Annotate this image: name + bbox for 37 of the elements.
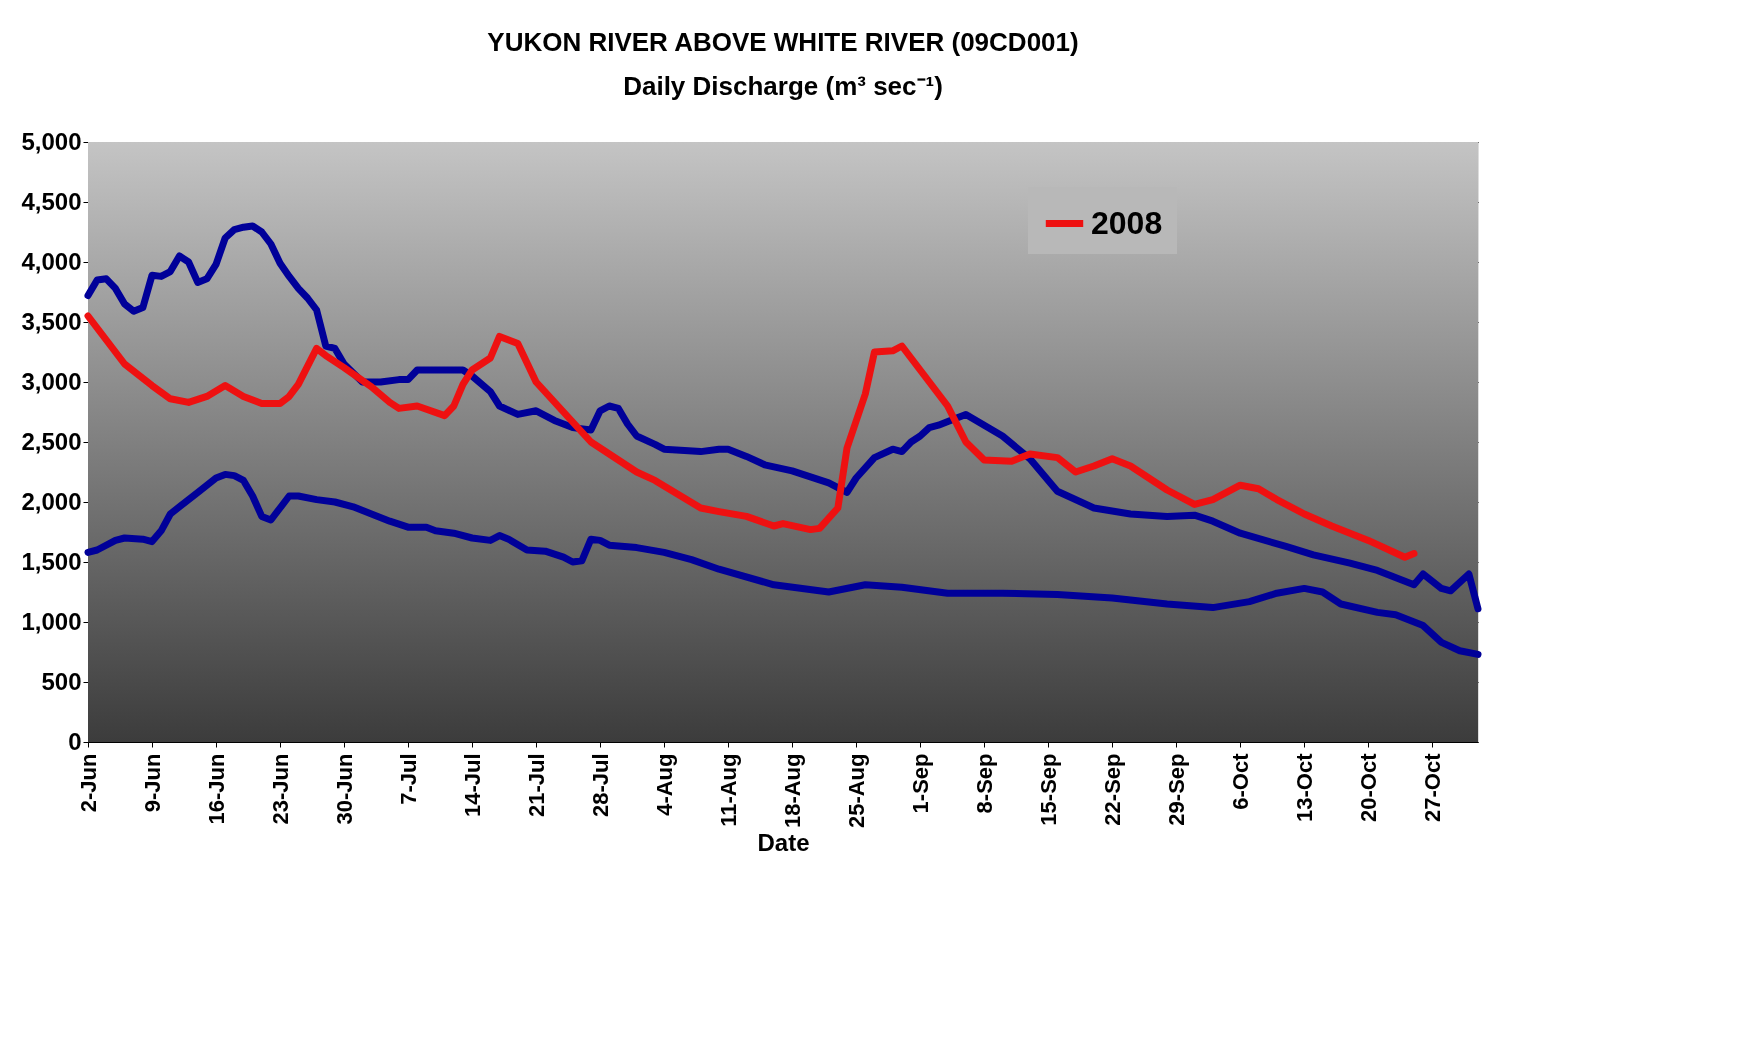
y-tick-label: 0: [68, 727, 82, 755]
x-tick-label: 29-Sep: [1163, 753, 1189, 826]
x-tick-label: 6-Oct: [1227, 752, 1253, 810]
x-axis-title: Date: [757, 829, 810, 857]
y-tick-label: 1,000: [21, 607, 82, 635]
x-tick-label: 20-Oct: [1355, 752, 1381, 822]
y-tick-label: 4,000: [21, 247, 82, 275]
x-tick-label: 28-Jul: [587, 753, 613, 818]
y-tick-label: 3,500: [21, 307, 82, 335]
y-tick-label: 5,000: [21, 127, 82, 155]
y-tick-label: 500: [41, 667, 82, 695]
x-tick-label: 14-Jul: [459, 753, 485, 818]
y-tick-label: 1,500: [21, 547, 82, 575]
x-tick-label: 8-Sep: [971, 753, 997, 814]
x-tick-label: 4-Aug: [651, 753, 677, 816]
chart-subtitle: Daily Discharge (m³ sec⁻¹): [623, 71, 943, 101]
x-tick-label: 7-Jul: [395, 753, 421, 805]
x-tick-label: 9-Jun: [139, 753, 165, 813]
x-tick-label: 22-Sep: [1099, 753, 1125, 826]
chart-title: YUKON RIVER ABOVE WHITE RIVER (09CD001): [487, 27, 1079, 57]
x-tick-label: 16-Jun: [203, 753, 229, 825]
y-tick-label: 2,000: [21, 487, 82, 515]
y-tick-label: 2,500: [21, 427, 82, 455]
legend-label: 2008: [1091, 204, 1163, 241]
x-tick-label: 2-Jun: [75, 753, 101, 813]
x-tick-label: 27-Oct: [1419, 752, 1445, 822]
x-tick-label: 13-Oct: [1291, 752, 1317, 822]
x-tick-label: 11-Aug: [715, 753, 741, 827]
x-tick-label: 21-Jul: [523, 753, 549, 818]
y-tick-label: 4,500: [21, 187, 82, 215]
x-tick-label: 25-Aug: [843, 753, 869, 829]
x-tick-label: 18-Aug: [779, 753, 805, 829]
x-tick-label: 15-Sep: [1035, 753, 1061, 826]
x-tick-label: 23-Jun: [267, 753, 293, 825]
y-tick-label: 3,000: [21, 367, 82, 395]
x-tick-label: 1-Sep: [907, 753, 933, 814]
x-tick-label: 30-Jun: [331, 753, 357, 825]
